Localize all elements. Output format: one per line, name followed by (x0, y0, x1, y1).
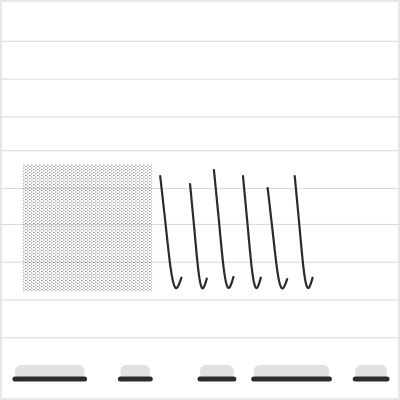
grid-tick (1, 79, 399, 80)
band-shadow (254, 365, 330, 379)
grid-tick (1, 116, 399, 117)
grid (1, 41, 399, 338)
band (355, 377, 387, 382)
note (160, 176, 181, 288)
band (15, 377, 85, 382)
grid-tick (1, 337, 399, 338)
grid-line (1, 337, 399, 338)
grid-tick (1, 150, 399, 151)
grid-tick (1, 41, 399, 42)
grid-line (1, 150, 399, 151)
note (190, 184, 207, 288)
note (243, 176, 261, 288)
marks (15, 164, 387, 379)
grid-line (1, 116, 399, 117)
spectrogram (0, 0, 400, 400)
noise-patch (23, 164, 152, 291)
band-shadow (15, 365, 85, 379)
note (268, 188, 288, 288)
band-shadow (200, 365, 234, 379)
band (120, 377, 150, 382)
grid-line (1, 300, 399, 301)
note (214, 170, 234, 288)
band-shadow (355, 365, 387, 379)
band-shadow (120, 365, 150, 379)
note (295, 176, 313, 288)
plot (1, 1, 399, 399)
grid-tick (1, 300, 399, 301)
plot-frame (1, 1, 399, 399)
grid-line (1, 79, 399, 80)
grid-line (1, 41, 399, 42)
band (200, 377, 234, 382)
band (254, 377, 330, 382)
